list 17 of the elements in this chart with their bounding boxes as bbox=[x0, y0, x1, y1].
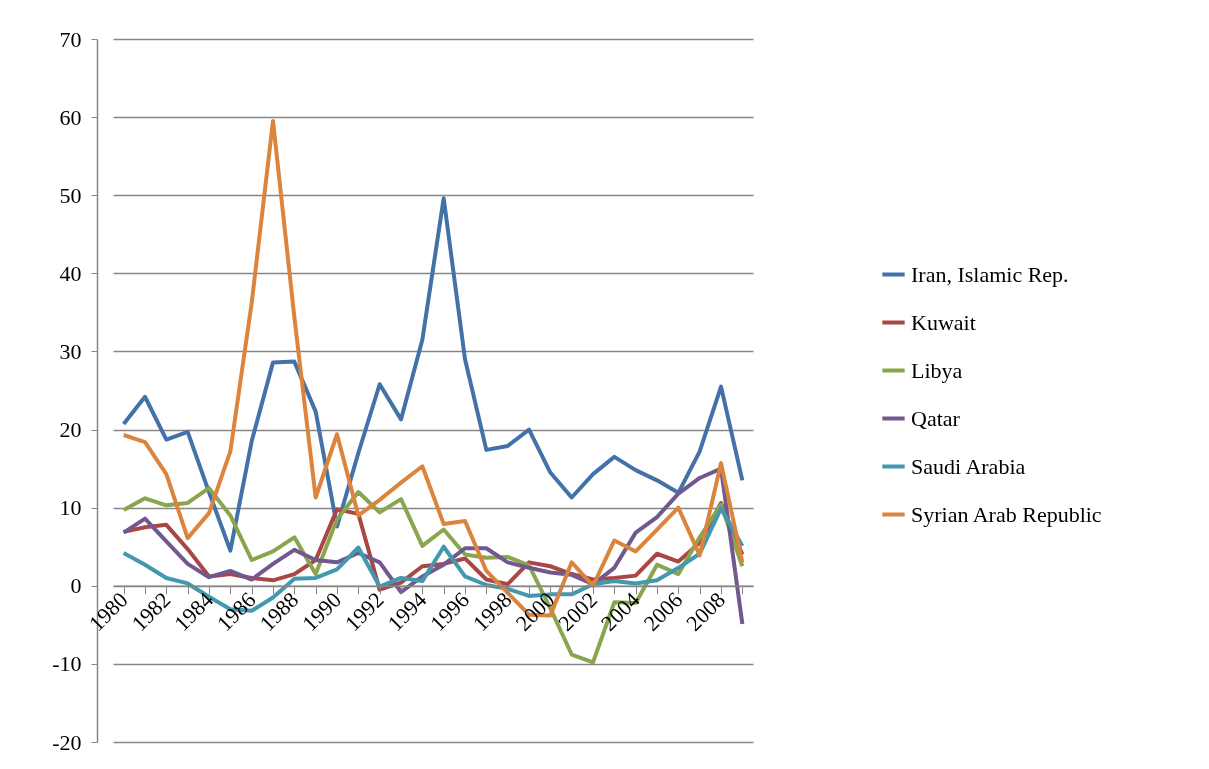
legend-label: Saudi Arabia bbox=[911, 453, 1026, 479]
legend-label: Kuwait bbox=[911, 309, 976, 335]
y-tick-label: 10 bbox=[59, 495, 82, 521]
y-tick-label: 70 bbox=[59, 26, 82, 52]
y-tick-label: 60 bbox=[59, 104, 82, 130]
line-series bbox=[121, 196, 745, 553]
y-tick-label: 0 bbox=[70, 573, 82, 599]
legend-label: Iran, Islamic Rep. bbox=[911, 261, 1069, 287]
legend-label: Libya bbox=[911, 357, 963, 383]
y-tick-label: -10 bbox=[52, 651, 82, 677]
y-tick-label: 50 bbox=[59, 182, 82, 208]
legend-label: Qatar bbox=[911, 405, 961, 431]
y-tick-label: 20 bbox=[59, 417, 82, 443]
legend-label: Syrian Arab Republic bbox=[911, 501, 1102, 527]
y-tick-label: 30 bbox=[59, 338, 82, 364]
y-tick-label: -20 bbox=[52, 729, 82, 755]
y-tick-label: 40 bbox=[59, 260, 82, 286]
